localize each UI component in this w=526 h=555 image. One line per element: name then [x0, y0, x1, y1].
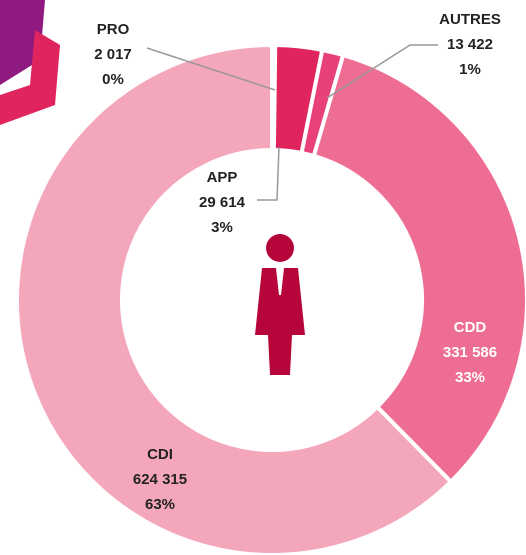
percent-label: 1% — [459, 61, 481, 78]
value-label: 13 422 — [447, 36, 493, 53]
labels: PRO 2 017 0% APP 29 614 3% AUTRES 13 422 1% CDD 33… — [94, 11, 501, 513]
percent-label: 0% — [102, 71, 124, 88]
hexagon-pink — [0, 30, 60, 125]
category-label: AUTRES — [439, 11, 501, 28]
icon-tie — [276, 268, 284, 295]
leaders — [146, 44, 438, 201]
person-icon — [255, 234, 305, 375]
slice — [311, 52, 526, 485]
decor — [0, 0, 60, 125]
slices — [15, 42, 526, 555]
percent-label: 33% — [455, 369, 485, 386]
icon-head — [266, 234, 294, 262]
category-label: APP — [207, 169, 238, 186]
value-label: 29 614 — [199, 194, 246, 211]
slice — [15, 42, 454, 555]
leader-line — [257, 146, 280, 201]
category-label: CDI — [147, 446, 173, 463]
percent-label: 3% — [211, 219, 233, 236]
leader-line — [146, 47, 276, 91]
value-label: 2 017 — [94, 46, 132, 63]
percent-label: 63% — [145, 496, 175, 513]
category-label: PRO — [97, 21, 130, 38]
icon-body — [255, 268, 305, 375]
value-label: 331 586 — [443, 344, 497, 361]
leader-line — [326, 44, 438, 99]
value-label: 624 315 — [133, 471, 187, 488]
category-label: CDD — [454, 319, 487, 336]
